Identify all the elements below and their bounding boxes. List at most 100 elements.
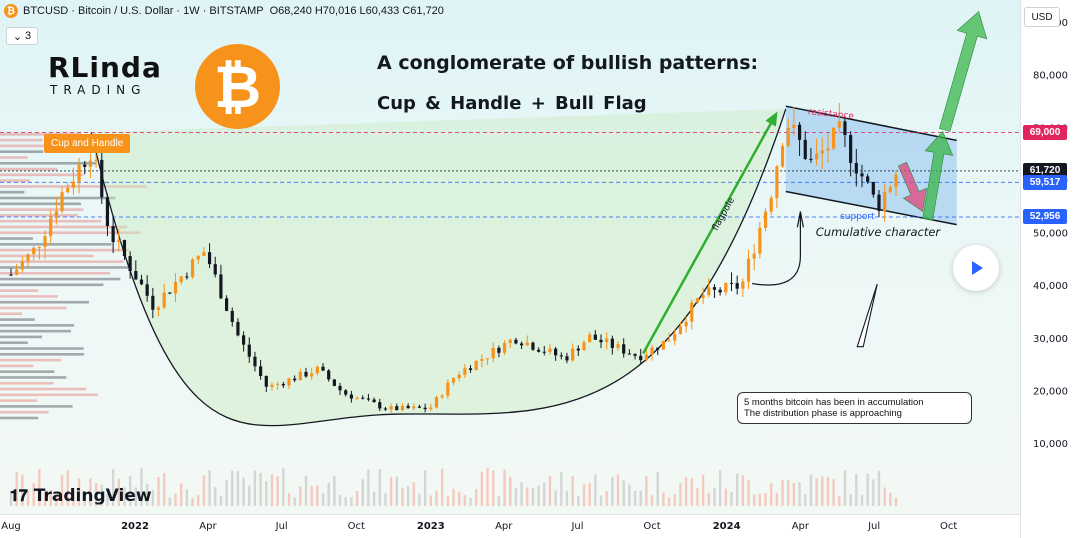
cup-and-handle-tag: Cup and Handle [44, 134, 131, 153]
currency-selector[interactable]: USD [1024, 7, 1060, 27]
volume-bar [463, 495, 467, 506]
volume-profile-bar [0, 231, 141, 235]
volume-bar [111, 468, 115, 506]
volume-bar [179, 483, 183, 506]
volume-bar [843, 470, 847, 506]
projection-arrows [897, 10, 988, 221]
candle-body [88, 160, 93, 167]
candle-body [321, 366, 325, 371]
candle-body [20, 261, 24, 270]
up-arrow-2 [939, 10, 988, 132]
volume-bar [72, 490, 75, 506]
price-chart[interactable]: flagpole resistance support Cumulative c… [0, 0, 1020, 514]
candle-body [780, 145, 785, 167]
volume-bar [350, 497, 353, 506]
volume-bar [338, 494, 342, 506]
volume-bar [202, 475, 206, 506]
volume-bar [367, 469, 370, 506]
volume-bar [633, 490, 637, 506]
candle-body [32, 247, 36, 255]
candle-body [554, 348, 558, 356]
candle-body [83, 164, 87, 167]
volume-bar [248, 485, 251, 506]
bitcoin-logo: ₿ [195, 44, 280, 129]
candle-body [599, 339, 603, 343]
volume-bar [197, 494, 200, 506]
y-tick-label: 50,000 [1033, 229, 1068, 240]
candle-body [344, 390, 348, 395]
candle-body [145, 284, 149, 296]
volume-bar [758, 493, 762, 506]
volume-bar [457, 491, 461, 506]
volume-profile-bar [0, 196, 116, 200]
volume-profile-bar [0, 283, 104, 287]
price-tag: 52,956 [1023, 209, 1067, 225]
candle-body [820, 150, 824, 154]
candle-body [673, 333, 677, 341]
volume-bar [554, 490, 557, 506]
candle-body [639, 355, 643, 361]
volume-bar [361, 479, 364, 506]
volume-profile-bar [0, 133, 82, 136]
time-axis-ticks: Aug 2022 Apr Jul Oct 2023 Apr Jul Oct 2024 Apr Jul O… [1, 521, 957, 532]
volume-bar [265, 481, 268, 506]
volume-bar [492, 470, 495, 506]
play-icon [972, 261, 983, 275]
volume-bar [253, 470, 257, 506]
volume-bar [741, 475, 745, 506]
volume-bar [594, 474, 597, 506]
volume-profile-bar [0, 150, 44, 154]
header-bar: ₿ BTCUSD · Bitcoin / U.S. Dollar · 1W · … [0, 0, 444, 22]
candle-body [605, 338, 609, 343]
candle-body [134, 271, 138, 280]
volume-bar [752, 494, 756, 506]
x-tick-label: Aug [1, 521, 21, 532]
candle-body [168, 292, 172, 294]
symbol-title[interactable]: BTCUSD · Bitcoin / U.S. Dollar · 1W · BI… [23, 5, 264, 17]
time-axis[interactable]: Aug 2022 Apr Jul Oct 2023 Apr Jul Oct 2024 Apr Jul O… [0, 514, 1020, 538]
candle-body [389, 406, 393, 410]
candle-body [293, 378, 297, 381]
candle-body [71, 181, 76, 188]
candle-body [718, 289, 722, 293]
candle-body [565, 356, 569, 361]
volume-bar [384, 493, 387, 506]
volume-profile-bar [0, 208, 84, 211]
play-button[interactable] [953, 245, 999, 291]
volume-bar [701, 474, 705, 506]
volume-bar [429, 495, 433, 506]
indicator-toggle[interactable]: ⌄ 3 [6, 27, 38, 45]
candle-body [559, 355, 563, 357]
note-line1: 5 months bitcoin has been in accumulatio… [744, 397, 924, 408]
candle-body [54, 211, 58, 219]
candle-body [429, 407, 433, 410]
candle-body [792, 124, 796, 129]
price-axis[interactable]: 10,00020,00030,00040,00050,00060,00070,0… [1020, 0, 1077, 538]
candle-body [139, 279, 144, 285]
volume-bar [781, 480, 784, 506]
hook-arrow [751, 211, 804, 286]
candle-body [100, 159, 104, 198]
tradingview-logo[interactable]: 𝟏𝟕 TradingView [10, 486, 152, 506]
candle-body [236, 321, 240, 336]
candle-body [162, 292, 166, 308]
volume-bar [855, 473, 858, 506]
volume-bar [792, 482, 796, 506]
volume-bar [412, 482, 415, 506]
volume-bar [26, 490, 30, 506]
volume-profile-bar [0, 277, 121, 281]
volume-bar [684, 477, 688, 506]
candle-body [366, 398, 371, 400]
candle-body [463, 368, 467, 375]
flagpole-arrow [642, 116, 776, 355]
x-tick-label: 2024 [713, 521, 741, 532]
candle-body [814, 153, 819, 160]
volume-bar [83, 495, 86, 506]
volume-profile-bar [0, 260, 124, 263]
candle-body [117, 240, 121, 243]
volume-bar [134, 487, 138, 506]
volume-profile-bar [0, 144, 64, 148]
candle-body [332, 379, 336, 386]
volume-bar [787, 479, 790, 506]
volume-bar [225, 479, 228, 506]
